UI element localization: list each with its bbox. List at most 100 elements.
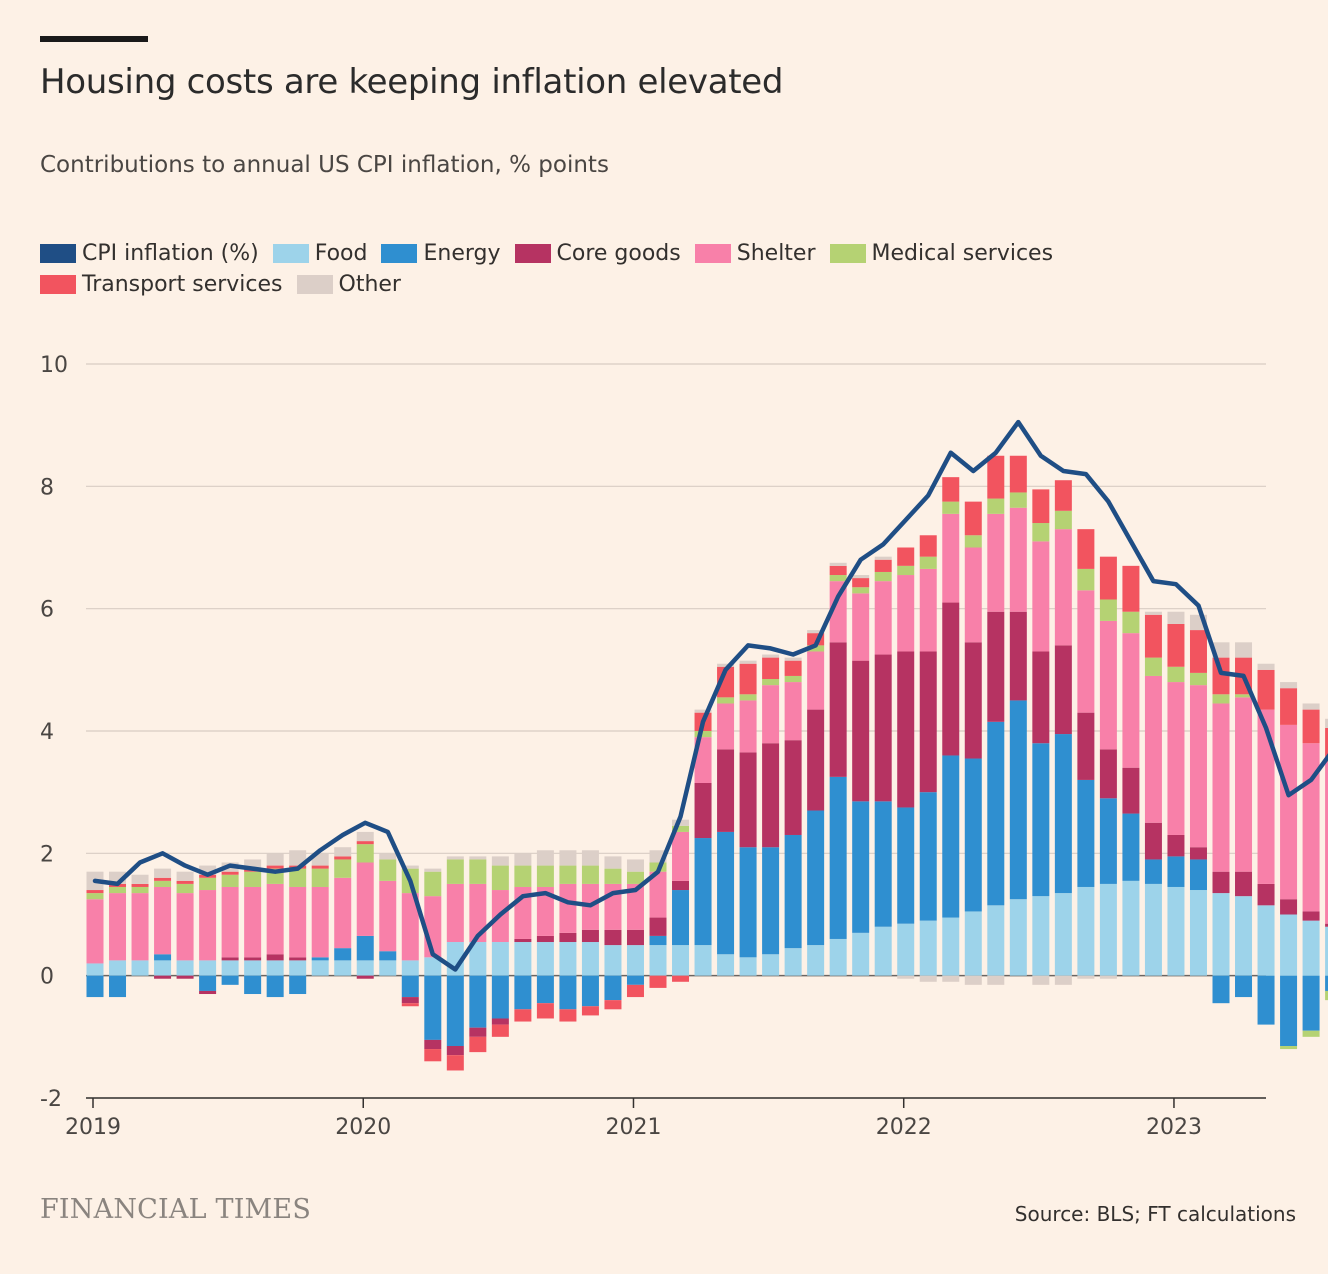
bar-segment <box>1099 556 1117 600</box>
bar-segment <box>131 960 149 976</box>
bar-segment <box>739 847 757 958</box>
bar-segment <box>176 893 194 961</box>
bar-segment <box>739 694 757 701</box>
bar-segment <box>829 562 847 566</box>
bar-segment <box>401 975 419 998</box>
bar-segment <box>379 853 397 860</box>
bar-segment <box>401 960 419 976</box>
bar-segment <box>1257 883 1275 906</box>
bar-segment <box>807 630 825 634</box>
bar-segment <box>401 997 419 1004</box>
x-tick-label: 2019 <box>65 1115 121 1140</box>
ft-logo: FINANCIAL TIMES <box>40 1194 312 1225</box>
bar-segment <box>379 859 397 881</box>
bar-segment <box>491 942 509 976</box>
bar-segment <box>1302 703 1320 710</box>
bar-segment <box>199 865 217 875</box>
bar-segment <box>86 893 104 900</box>
bar-segment <box>379 951 397 961</box>
bar-segment <box>874 654 892 802</box>
bar-segment <box>446 1046 464 1056</box>
line-layer <box>92 419 1328 972</box>
bar-segment <box>401 1003 419 1007</box>
bar-segment <box>356 862 374 936</box>
bar-segment <box>446 856 464 860</box>
bar-segment <box>987 905 1005 976</box>
bar-segment <box>1122 880 1140 976</box>
bar-segment <box>672 831 690 881</box>
y-tick-label: 2 <box>40 842 54 867</box>
bar-segment <box>964 535 982 548</box>
bar-segment <box>829 565 847 576</box>
bar-segment <box>672 819 690 826</box>
bar-segment <box>536 1003 554 1019</box>
bar-segment <box>1144 614 1162 658</box>
bar-segment <box>784 660 802 676</box>
bar-segment <box>1099 620 1117 750</box>
bar-segment <box>604 975 622 1001</box>
bar-segment <box>491 856 509 866</box>
bar-segment <box>401 865 419 869</box>
bar-segment <box>131 886 149 894</box>
bar-segment <box>559 865 577 884</box>
bar-segment <box>154 954 172 961</box>
bar-segment <box>739 957 757 976</box>
bar-segment <box>626 929 644 946</box>
bar-segment <box>1144 675 1162 823</box>
bar-segment <box>1235 694 1253 698</box>
bars-layer <box>86 455 1328 1071</box>
legend-item-energy: Energy <box>381 241 501 266</box>
bar-segment <box>626 945 644 976</box>
bar-segment <box>131 883 149 887</box>
bar-segment <box>356 844 374 863</box>
bar-segment <box>581 865 599 884</box>
bar-segment <box>897 923 915 976</box>
bar-segment <box>131 874 149 884</box>
bar-segment <box>469 975 487 1028</box>
axis-layer: -20246810201920202021202220232024 <box>40 353 1266 1140</box>
bar-segment <box>1167 623 1185 667</box>
bar-segment <box>221 957 239 961</box>
bar-segment <box>1280 914 1298 976</box>
bar-segment <box>1122 813 1140 881</box>
bar-segment <box>424 868 442 872</box>
bar-segment <box>446 859 464 884</box>
bar-segment <box>874 556 892 560</box>
bar-segment <box>1235 896 1253 976</box>
bar-segment <box>626 859 644 872</box>
bar-segment <box>874 571 892 582</box>
bar-segment <box>987 498 1005 514</box>
bar-segment <box>1189 890 1207 976</box>
bar-segment <box>334 948 352 961</box>
bar-segment <box>717 831 735 955</box>
bar-segment <box>1167 682 1185 835</box>
bar-segment <box>987 975 1005 985</box>
bar-segment <box>424 1049 442 1062</box>
bar-segment <box>1054 734 1072 894</box>
bar-segment <box>244 871 262 887</box>
bar-segment <box>244 886 262 958</box>
bar-segment <box>964 758 982 912</box>
bar-segment <box>739 752 757 848</box>
bar-segment <box>356 975 374 979</box>
bar-segment <box>1235 697 1253 872</box>
bar-segment <box>379 960 397 976</box>
bar-segment <box>154 880 172 887</box>
bar-segment <box>919 975 937 982</box>
y-tick-label: 0 <box>40 965 54 990</box>
bar-segment <box>942 975 960 982</box>
chart-plot: -20246810201920202021202220232024 <box>40 353 1328 1140</box>
bar-segment <box>1009 507 1027 612</box>
legend-item-shelter: Shelter <box>694 241 816 266</box>
bar-segment <box>266 883 284 955</box>
bar-segment <box>1054 480 1072 511</box>
bar-segment <box>176 975 194 979</box>
bar-segment <box>401 893 419 961</box>
bar-segment <box>1077 590 1095 713</box>
bar-segment <box>604 868 622 884</box>
bar-segment <box>1325 761 1328 924</box>
chart-legend: CPI inflation (%) Food Energy Core goods… <box>40 238 1140 300</box>
bar-segment <box>1144 611 1162 615</box>
bar-segment <box>109 886 127 894</box>
bar-segment <box>1302 911 1320 921</box>
